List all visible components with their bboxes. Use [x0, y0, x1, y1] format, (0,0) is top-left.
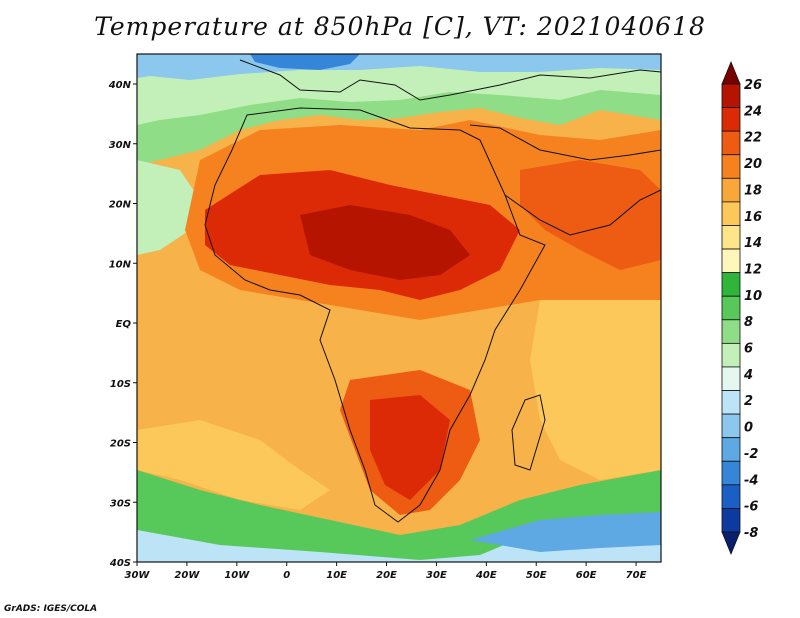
lat-tick-label: 10S [110, 379, 131, 390]
temperature-field-hotcore [300, 205, 470, 280]
colorbar-label: -6 [744, 500, 758, 515]
temperature-field-atlantic [137, 160, 200, 255]
temperature-field-arabia [520, 160, 661, 270]
lon-tick-label: 10E [326, 570, 347, 581]
lat-tick-label: 20S [110, 439, 131, 450]
colorbar-label: 20 [744, 157, 762, 172]
colorbar-label: 6 [744, 342, 753, 357]
temperature-field-indian-ocean [530, 300, 661, 480]
lat-tick-label: EQ [116, 319, 132, 330]
coastline-arabia [469, 124, 661, 236]
colorbar-label: 10 [744, 289, 762, 304]
colorbar-swatch [721, 508, 741, 533]
colorbar-swatch [721, 484, 741, 509]
colorbar-swatch [721, 248, 741, 274]
lat-tick-label: 20N [109, 200, 132, 211]
colorbar-swatch [721, 83, 741, 108]
lon-tick-label: 70E [626, 570, 647, 581]
temperature-field-europe-deep [250, 54, 360, 70]
lon-tick-label: 0 [283, 570, 290, 581]
lat-tick-label: 40N [108, 80, 132, 91]
colorbar-swatch [721, 107, 741, 132]
colorbar-label: -4 [744, 473, 758, 488]
colorbar-top-arrow [721, 60, 741, 85]
colorbar-label: 12 [744, 262, 762, 277]
lon-tick-label: 20W [174, 570, 200, 581]
colorbar-label: -2 [744, 447, 758, 462]
colorbar-label: 8 [744, 315, 753, 330]
colorbar-swatch [721, 342, 741, 368]
colorbar-swatch [721, 460, 741, 486]
temperature-field-south-atlantic [137, 420, 330, 510]
lat-tick-label: 10N [109, 259, 132, 270]
colorbar-label: -8 [744, 526, 758, 541]
colorbar-swatch [721, 390, 741, 415]
lat-tick-label: 40S [109, 558, 131, 569]
map-frame [136, 53, 662, 563]
colorbar-swatch [721, 225, 741, 250]
lat-tick-label: 30N [109, 140, 132, 151]
coastline-madagascar [511, 394, 546, 471]
lon-tick-label: 60E [576, 570, 597, 581]
lon-tick-label: 20E [376, 570, 397, 581]
colorbar-swatch [721, 130, 741, 156]
lon-tick-label: 30E [426, 570, 447, 581]
colorbar-label: 2 [744, 394, 753, 409]
colorbar-swatch [721, 201, 741, 226]
colorbar-label: 18 [744, 183, 762, 198]
colorbar-label: 26 [744, 78, 762, 93]
lon-tick-label: 50E [526, 570, 547, 581]
colorbar-swatch [721, 295, 741, 321]
colorbar-label: 14 [744, 236, 762, 251]
longitude-axis: 30W 20W 10W 0 10E 20E 30E 40E 50E 60E 70E [125, 562, 647, 581]
lon-tick-label: 10W [224, 570, 250, 581]
temperature-field-southern-ocean-blue [470, 512, 661, 552]
coastline-africa [204, 107, 546, 523]
colorbar-swatch [721, 177, 741, 203]
lon-tick-label: 40E [475, 570, 497, 581]
credit-text: GrADS: IGES/COLA [4, 604, 98, 614]
colorbar-label: 22 [744, 131, 762, 146]
colorbar-label: 16 [744, 210, 762, 225]
colorbar-swatch [721, 413, 741, 439]
colorbar-label: 24 [744, 104, 762, 119]
colorbar-swatch [721, 319, 741, 344]
colorbar-swatch [721, 154, 741, 179]
lat-tick-label: 30S [110, 498, 131, 509]
temperature-field-south-core [370, 395, 450, 500]
colorbar-bottom-arrow [721, 531, 741, 556]
latitude-axis: 40N 30N 20N 10N EQ 10S 20S 30S 40S [108, 80, 137, 569]
colorbar-label: 0 [744, 421, 753, 436]
colorbar-label: 4 [743, 368, 753, 383]
colorbar-swatch [721, 437, 741, 462]
colorbar-swatch [721, 366, 741, 391]
map-panel [137, 54, 661, 562]
coastline-europe [239, 59, 661, 101]
colorbar-swatch [721, 272, 741, 297]
lon-tick-label: 30W [125, 570, 151, 581]
map-title: Temperature at 850hPa [C], VT: 202104061… [94, 12, 706, 41]
